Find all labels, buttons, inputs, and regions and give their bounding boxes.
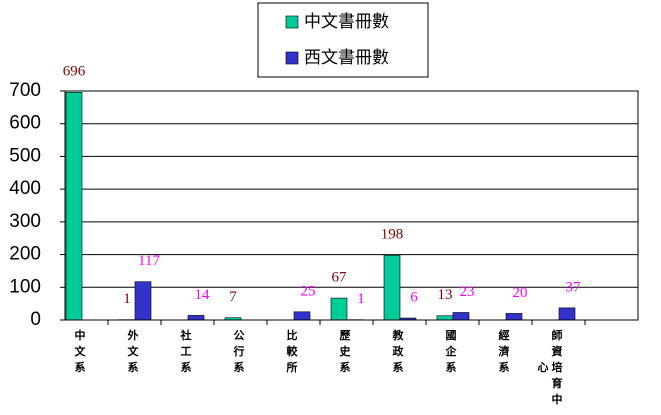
svg-text:工: 工 bbox=[181, 345, 192, 358]
svg-text:系: 系 bbox=[75, 360, 86, 374]
x-tick-label: 社工系 bbox=[180, 328, 192, 374]
svg-text:文: 文 bbox=[75, 344, 87, 358]
svg-text:育: 育 bbox=[552, 376, 563, 390]
svg-text:比: 比 bbox=[287, 328, 298, 342]
svg-text:社: 社 bbox=[180, 328, 192, 342]
svg-text:較: 較 bbox=[287, 344, 299, 358]
y-tick-label: 300 bbox=[9, 211, 41, 232]
legend-swatch bbox=[285, 51, 299, 65]
svg-text:中: 中 bbox=[75, 328, 86, 342]
y-tick-label: 400 bbox=[9, 178, 41, 199]
y-tick-label: 500 bbox=[9, 145, 41, 166]
bar bbox=[436, 315, 454, 321]
bar bbox=[65, 92, 83, 321]
bar bbox=[383, 254, 401, 321]
x-tick-label: 歷史系 bbox=[340, 329, 352, 374]
x-tick-label: 公行系 bbox=[233, 329, 245, 374]
svg-text:企: 企 bbox=[445, 344, 458, 358]
bar bbox=[134, 281, 152, 321]
x-tick-label: 國企系 bbox=[445, 329, 458, 374]
svg-text:公: 公 bbox=[234, 329, 245, 342]
y-tick-label: 700 bbox=[9, 80, 41, 101]
bar bbox=[293, 311, 311, 321]
x-tick-label: 教政系 bbox=[392, 328, 405, 374]
bar bbox=[452, 312, 470, 321]
legend-label: 西文書冊數 bbox=[304, 48, 389, 68]
x-tick-label: 比較所 bbox=[287, 328, 299, 374]
data-label: 7 bbox=[229, 289, 237, 305]
legend-swatch bbox=[285, 15, 299, 29]
svg-text:資: 資 bbox=[552, 344, 563, 358]
svg-text:所: 所 bbox=[287, 360, 298, 374]
bar bbox=[505, 313, 523, 321]
bar bbox=[330, 297, 348, 321]
data-label: 1 bbox=[123, 291, 131, 307]
data-label: 117 bbox=[138, 253, 160, 269]
data-label: 13 bbox=[438, 287, 453, 303]
data-label: 696 bbox=[63, 64, 86, 80]
svg-text:系: 系 bbox=[446, 360, 457, 374]
svg-text:系: 系 bbox=[340, 360, 351, 374]
data-label: 1 bbox=[357, 291, 365, 307]
data-label: 198 bbox=[381, 227, 404, 243]
svg-text:外: 外 bbox=[127, 328, 139, 342]
x-tick-label: 經濟系 bbox=[499, 328, 510, 374]
svg-text:培: 培 bbox=[552, 360, 563, 374]
legend-label: 中文書冊數 bbox=[304, 12, 389, 32]
x-tick-label: 外文系 bbox=[127, 328, 140, 374]
data-label: 37 bbox=[566, 279, 582, 295]
svg-text:中: 中 bbox=[552, 392, 563, 406]
svg-text:系: 系 bbox=[393, 360, 404, 374]
svg-text:系: 系 bbox=[234, 360, 245, 374]
y-tick-label: 200 bbox=[9, 244, 41, 265]
legend-box bbox=[257, 2, 429, 78]
svg-text:系: 系 bbox=[499, 360, 510, 374]
svg-text:系: 系 bbox=[181, 360, 192, 374]
svg-text:教: 教 bbox=[392, 328, 405, 342]
svg-text:歷: 歷 bbox=[340, 329, 351, 342]
svg-text:政: 政 bbox=[393, 344, 405, 358]
data-label: 6 bbox=[410, 289, 418, 305]
svg-text:師: 師 bbox=[552, 328, 563, 342]
y-tick-label: 100 bbox=[9, 276, 41, 297]
svg-text:史: 史 bbox=[340, 344, 352, 358]
svg-text:國: 國 bbox=[446, 329, 457, 342]
svg-text:文: 文 bbox=[128, 344, 140, 358]
x-tick-label: 中文系 bbox=[75, 328, 87, 374]
y-tick-label: 0 bbox=[30, 309, 41, 330]
svg-text:濟: 濟 bbox=[499, 344, 510, 358]
data-label: 14 bbox=[195, 287, 211, 303]
plot-area bbox=[64, 90, 639, 321]
svg-text:行: 行 bbox=[233, 344, 245, 358]
data-label: 25 bbox=[301, 283, 316, 299]
data-label: 23 bbox=[460, 284, 475, 300]
svg-text:系: 系 bbox=[128, 360, 139, 374]
svg-text:經: 經 bbox=[499, 328, 510, 342]
data-label: 67 bbox=[332, 270, 348, 286]
bar bbox=[187, 315, 205, 321]
svg-text:心: 心 bbox=[538, 361, 549, 374]
y-tick-label: 600 bbox=[9, 113, 41, 134]
bar bbox=[558, 307, 576, 321]
data-label: 20 bbox=[513, 285, 528, 301]
